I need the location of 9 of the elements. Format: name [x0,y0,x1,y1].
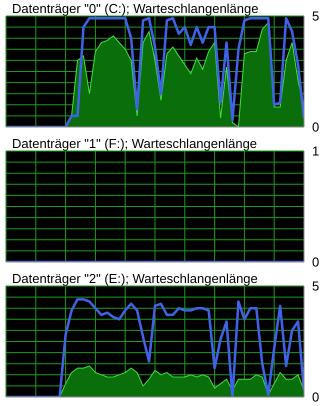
y-tick-label: 0 [312,120,320,135]
y-tick-label: 5 [312,8,320,24]
y-tick-label: 0 [312,254,320,270]
chart-title: Datenträger "2" (E:); Warteschlangenlänge [12,271,258,286]
chart-title: Datenträger "0" (C:); Warteschlangenlänge [12,1,258,16]
y-tick-label: 1 [312,144,320,159]
chart-title: Datenträger "1" (F:); Warteschlangenlänge [12,136,258,151]
y-tick-label: 0 [312,390,320,405]
y-tick-label: 5 [312,278,320,294]
